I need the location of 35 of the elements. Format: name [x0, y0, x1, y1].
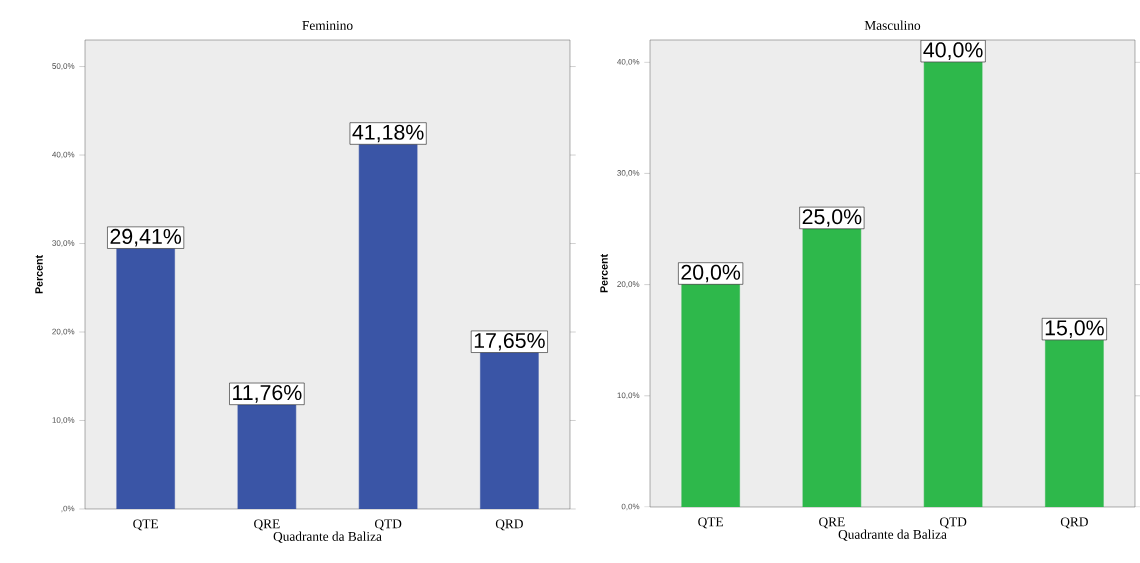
chart-title: Feminino	[302, 21, 353, 30]
data-label: 15,0%	[1045, 320, 1104, 338]
data-label: 17,65%	[474, 332, 545, 351]
y-tick-label: 10,0%	[617, 392, 640, 400]
x-axis-title: Quadrante da Baliza	[838, 529, 947, 541]
y-tick-label: 40,0%	[52, 151, 75, 159]
y-axis-title: Percent	[35, 255, 43, 294]
x-tick-label: QRE	[254, 519, 280, 531]
x-tick-label: QTD	[939, 517, 967, 529]
data-label: 41,18%	[352, 124, 424, 143]
y-axis-title: Percent	[600, 254, 608, 293]
chart-title: Masculino	[864, 20, 921, 30]
y-tick-label: 20,0%	[52, 328, 75, 336]
data-label: 20,0%	[681, 264, 741, 283]
data-label: 29,41%	[110, 228, 182, 247]
x-tick-label: QTD	[374, 519, 402, 531]
x-tick-label: QTE	[698, 517, 723, 529]
x-tick-label: QRD	[1060, 517, 1088, 529]
bar	[802, 228, 862, 507]
y-tick-label: 50,0%	[52, 63, 75, 70]
y-tick-label: ,0%	[61, 505, 75, 513]
y-tick-label: 10,0%	[52, 417, 75, 424]
y-tick-label: 30,0%	[617, 170, 640, 177]
y-tick-label: 20,0%	[617, 281, 640, 288]
y-tick-label: 30,0%	[52, 240, 75, 247]
x-tick-label: QTE	[133, 519, 158, 531]
data-label: 40,0%	[923, 42, 983, 60]
x-axis-title: Quadrante da Baliza	[273, 531, 382, 543]
data-label: 11,76%	[233, 385, 302, 403]
y-tick-label: 40,0%	[617, 58, 640, 66]
x-tick-label: QRD	[495, 519, 523, 531]
y-tick-label: 0,0%	[621, 503, 640, 511]
bar	[923, 61, 983, 507]
x-tick-label: QRE	[819, 517, 845, 529]
data-label: 25,0%	[802, 209, 862, 227]
